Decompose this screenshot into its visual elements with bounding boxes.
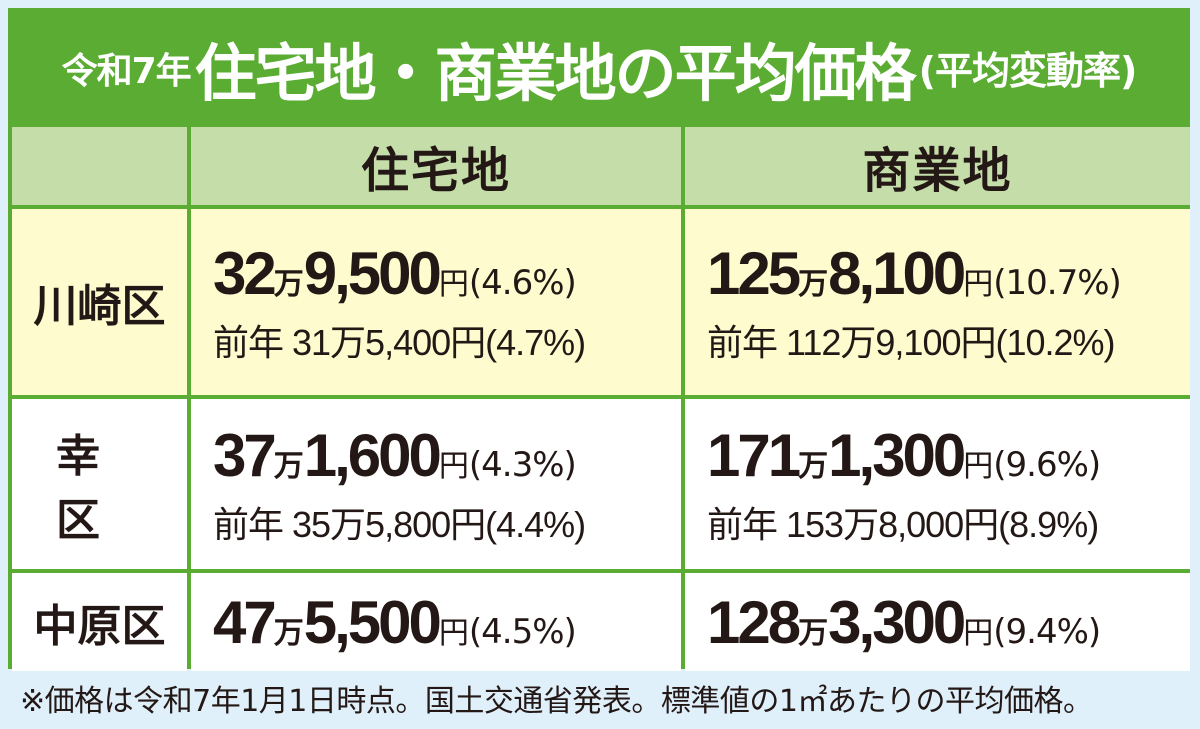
ward-saiwai: 幸区	[12, 399, 187, 569]
current-price: 171万1,300円(9.6%)	[707, 421, 1101, 489]
title-bar: 令和7年 住宅地・商業地の平均価格 (平均変動率)	[8, 8, 1190, 127]
change-rate: (9.4%)	[993, 611, 1101, 652]
title-prefix: 令和7年	[61, 50, 192, 92]
change-rate: (4.5%)	[468, 611, 577, 652]
residential-saiwai: 37万1,600円(4.3%) 前年 35万5,800円(4.4%)	[191, 399, 681, 569]
previous-year-price: 前年 112万9,100円(10.2%)	[707, 321, 1116, 363]
header-residential: 住宅地	[191, 127, 681, 205]
previous-year-price: 前年 31万5,400円(4.7%)	[213, 321, 586, 363]
current-price: 128万3,300円(9.4%)	[707, 588, 1101, 656]
price-table: 住宅地 商業地 川崎区 32万9,500円(4.6%) 前年 31万5,400円…	[12, 127, 1190, 671]
previous-year-price: 前年 35万5,800円(4.4%)	[213, 503, 586, 545]
change-rate: (4.6%)	[468, 262, 577, 303]
change-rate: (10.7%)	[993, 262, 1122, 303]
title-main: 住宅地・商業地の平均価格	[194, 36, 917, 110]
price-table-frame: 令和7年 住宅地・商業地の平均価格 (平均変動率) 住宅地 商業地 川崎区 32…	[8, 8, 1190, 671]
header-ward-cell	[12, 127, 187, 205]
footnote: ※価格は令和7年1月1日時点。国土交通省発表。標準値の1㎡あたりの平均価格。	[20, 684, 1093, 719]
change-rate: (9.6%)	[993, 444, 1101, 485]
current-price: 125万8,100円(10.7%)	[707, 239, 1122, 307]
commercial-nakahara: 128万3,300円(9.4%)	[685, 573, 1190, 671]
previous-year-price: 前年 153万8,000円(8.9%)	[707, 503, 1099, 545]
current-price: 47万5,500円(4.5%)	[213, 588, 577, 656]
commercial-kawasaki: 125万8,100円(10.7%) 前年 112万9,100円(10.2%)	[685, 209, 1190, 395]
residential-nakahara: 47万5,500円(4.5%)	[191, 573, 681, 671]
current-price: 32万9,500円(4.6%)	[213, 239, 577, 307]
change-rate: (4.3%)	[468, 444, 577, 485]
current-price: 37万1,600円(4.3%)	[213, 421, 577, 489]
commercial-saiwai: 171万1,300円(9.6%) 前年 153万8,000円(8.9%)	[685, 399, 1190, 569]
header-commercial: 商業地	[685, 127, 1190, 205]
title-suffix: (平均変動率)	[918, 49, 1138, 93]
ward-kawasaki: 川崎区	[12, 209, 187, 395]
residential-kawasaki: 32万9,500円(4.6%) 前年 31万5,400円(4.7%)	[191, 209, 681, 395]
ward-nakahara: 中原区	[12, 573, 187, 671]
